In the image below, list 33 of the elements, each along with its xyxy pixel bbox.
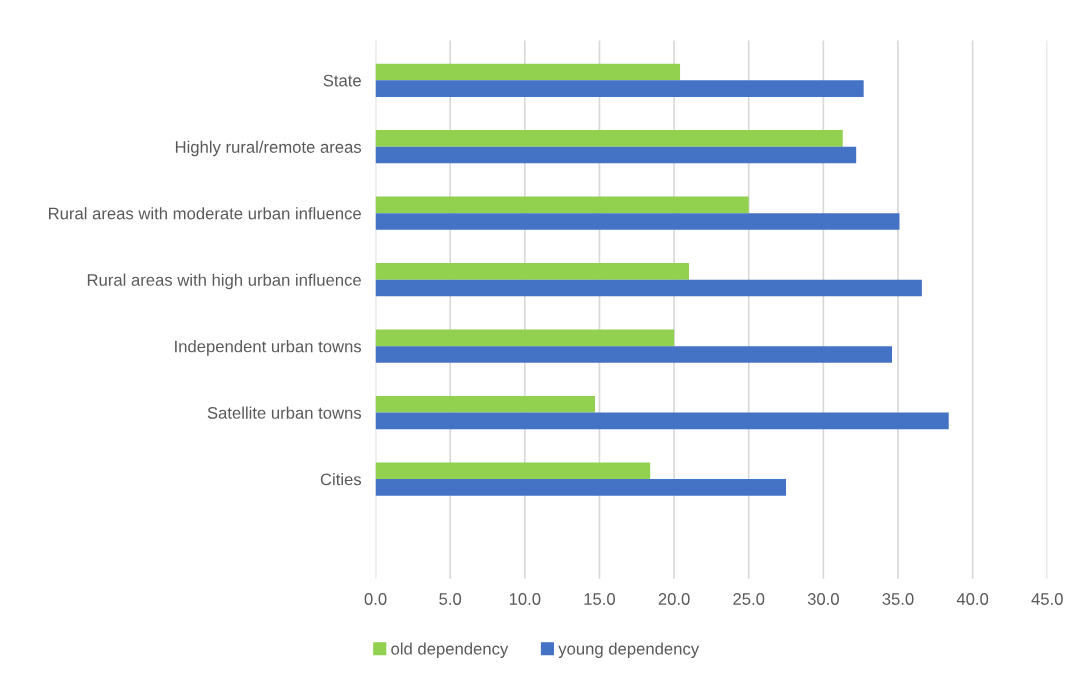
x-tick-label: 0.0 xyxy=(364,593,387,605)
bar xyxy=(375,80,864,97)
bar xyxy=(375,146,857,164)
bar xyxy=(375,130,843,147)
x-tick-label: 10.0 xyxy=(509,593,541,605)
y-tick-label: Independent urban towns xyxy=(175,340,362,356)
bar xyxy=(375,329,675,347)
x-tick-label: 40.0 xyxy=(956,593,989,605)
bar xyxy=(375,196,749,214)
bar xyxy=(375,279,922,297)
bar xyxy=(375,263,690,280)
y-tick-label: Rural areas with moderate urban influence xyxy=(48,207,361,220)
bar xyxy=(375,346,893,363)
bar xyxy=(375,395,595,413)
x-tick-label: 30.0 xyxy=(807,593,839,605)
y-tick-label: Rural areas with high urban influence xyxy=(87,273,361,290)
y-tick-label: Highly rural/remote areas xyxy=(175,140,362,157)
legend-label: old dependency xyxy=(391,642,509,658)
y-tick-label: Cities xyxy=(320,473,362,486)
x-tick-label: 15.0 xyxy=(584,593,616,605)
bar xyxy=(375,479,787,496)
bar xyxy=(375,213,900,230)
bar xyxy=(375,462,651,480)
y-tick-label: Satellite urban towns xyxy=(207,406,362,419)
bar xyxy=(375,63,681,81)
x-tick-label: 5.0 xyxy=(439,593,462,605)
bar xyxy=(375,412,949,430)
x-tick-label: 25.0 xyxy=(733,593,765,605)
legend-label: young dependency xyxy=(558,642,700,658)
x-tick-label: 20.0 xyxy=(658,593,690,605)
x-tick-label: 45.0 xyxy=(1031,593,1063,605)
y-tick-label: State xyxy=(323,74,361,87)
x-tick-label: 35.0 xyxy=(882,593,914,605)
